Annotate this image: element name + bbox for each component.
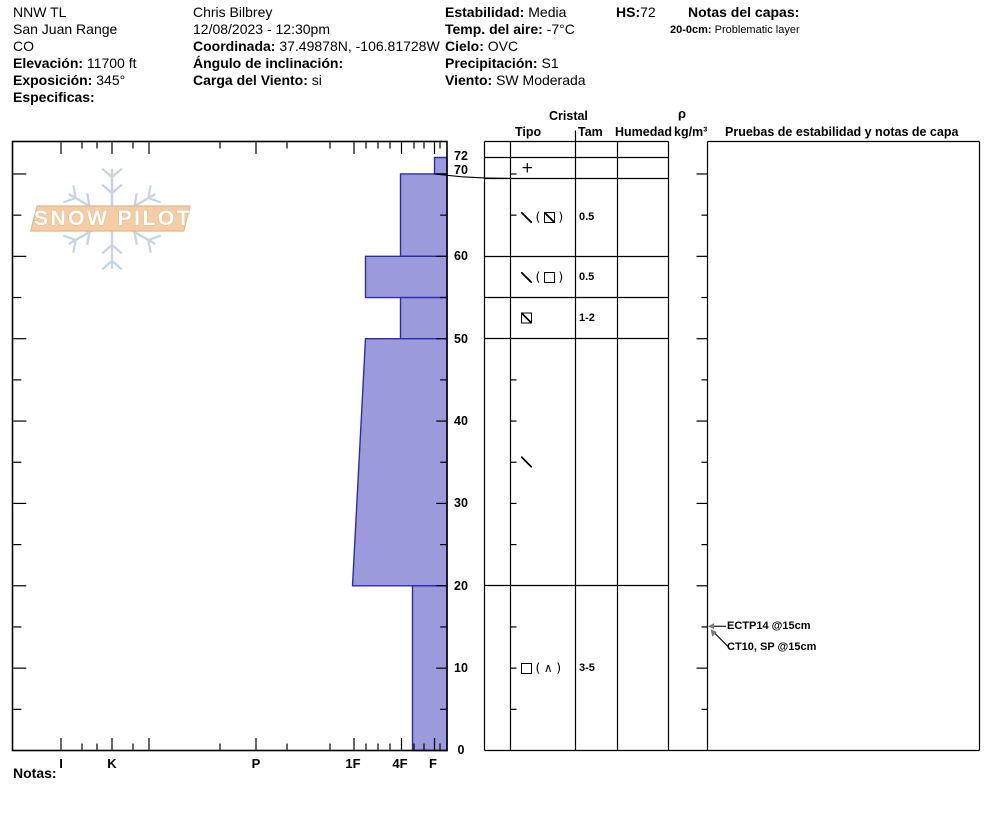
header-location-block: NNW TL San Juan Range CO Elevación: 1170… (13, 4, 136, 106)
depth-label: 20 (454, 579, 468, 593)
paren: ( (535, 269, 541, 284)
col-header-tipo: Tipo (515, 125, 542, 139)
snow-layer (399, 296, 448, 340)
stability: Estabilidad: Media (445, 4, 567, 20)
hardness-label-K: K (107, 756, 117, 771)
col-header-tam: Tam (578, 125, 603, 139)
pit-name: NNW TL (13, 4, 67, 20)
date-time: 12/08/2023 - 12:30pm (193, 21, 330, 37)
grain-type-row-4 (521, 312, 532, 324)
grain-dh-icon: ∧ (543, 661, 553, 675)
grain-fcxr-icon (543, 211, 555, 223)
snow-layer (399, 173, 448, 258)
observer: Chris Bilbrey (193, 4, 273, 20)
paren: ) (558, 269, 564, 284)
snow-layer (411, 585, 448, 752)
sky-cover: Cielo: OVC (445, 38, 519, 54)
header-conditions-block: Estabilidad: Media Temp. del aire: -7°C … (445, 4, 586, 89)
wind: Viento: SW Moderada (445, 72, 586, 88)
grain-df-icon (521, 271, 532, 283)
mountain-range: San Juan Range (13, 21, 118, 37)
paren: ( (535, 209, 541, 224)
hardness-label-F: F (429, 756, 437, 771)
col-header-humedad: Humedad (615, 125, 672, 139)
hardness-label-4F: 4F (392, 756, 408, 771)
depth-label: 60 (454, 249, 468, 263)
stability-test-ct: CT10, SP @15cm (727, 641, 817, 653)
col-header-stability-tests: Pruebas de estabilidad y notas de capa (725, 125, 959, 139)
depth-label: 0 (457, 743, 465, 757)
grain-fc-icon (543, 271, 555, 283)
grain-type-row-6: (∧) (521, 660, 562, 675)
layer-note-entry: 20-0cm: Problematic layer (670, 24, 800, 36)
layer-notes-title: Notas del capas: (688, 4, 800, 20)
grain-type-row-5 (521, 456, 532, 468)
grain-size-cell: 1-2 (579, 312, 595, 324)
depth-label: 50 (454, 332, 468, 346)
grain-fc-icon (521, 662, 532, 674)
grain-size-cell: 0.5 (579, 271, 595, 283)
grain-df-icon (521, 456, 532, 468)
grain-size-cell: 0.5 (579, 211, 595, 223)
grain-type-row-1: + (521, 158, 534, 177)
header-observer-block: Chris Bilbrey 12/08/2023 - 12:30pm Coord… (193, 4, 440, 89)
depth-label: 10 (454, 661, 468, 675)
wind-loading: Carga del Viento: si (193, 72, 322, 88)
depth-label: 72 (454, 149, 468, 163)
depth-label: 30 (454, 496, 468, 510)
notes-label: Notas: (13, 765, 57, 781)
paren: ) (556, 660, 562, 675)
snow-layer (351, 338, 448, 587)
col-header-density-units: kg/m³ (674, 125, 708, 139)
elevation: Elevación: 11700 ft (13, 55, 137, 71)
slope-angle: Ángulo de inclinación: (193, 55, 344, 71)
grain-size-cell: 3-5 (579, 662, 595, 674)
state: CO (13, 38, 34, 54)
specifics: Especificas: (13, 89, 95, 105)
precipitation: Precipitación: S1 (445, 55, 559, 71)
air-temp: Temp. del aire: -7°C (445, 21, 575, 37)
snow-layer (364, 255, 448, 299)
hardness-label-1F: 1F (345, 756, 361, 771)
col-header-cristal: Cristal (549, 109, 588, 123)
grain-type-row-2: () (521, 209, 564, 224)
layer-notes-block: Notas del capas: (688, 4, 799, 21)
grain-fcxr-icon (521, 312, 532, 324)
aspect: Exposición: 345° (13, 72, 126, 88)
svg-text:SNOW PILOT: SNOW PILOT (34, 207, 192, 230)
hardness-label-I: I (59, 756, 63, 771)
hardness-label-P: P (251, 756, 261, 771)
paren: ) (558, 209, 564, 224)
stability-test-ect: ECTP14 @15cm (727, 620, 811, 632)
snow-layer (433, 156, 448, 175)
grain-pp-icon: + (521, 158, 534, 177)
depth-label: 70 (454, 163, 468, 177)
depth-label: 40 (454, 414, 468, 428)
grain-type-row-3: () (521, 269, 564, 284)
coordinates: Coordinada: 37.49878N, -106.81728W (193, 38, 440, 54)
snow-height: HS:72 (616, 4, 656, 20)
col-header-density-symbol: ρ (678, 106, 687, 121)
grain-df-icon (521, 211, 532, 223)
paren: ( (535, 660, 541, 675)
